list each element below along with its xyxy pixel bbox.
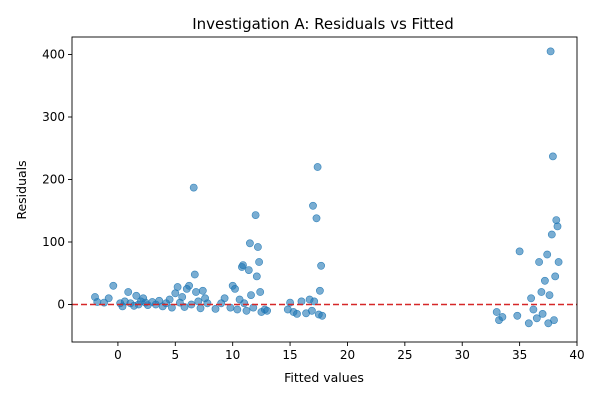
scatter-point [245, 239, 254, 248]
scatter-point [541, 276, 549, 285]
scatter-point [527, 294, 535, 303]
scatter-point [165, 295, 174, 304]
scatter-point [104, 294, 113, 303]
chart-title: Investigation A: Residuals vs Fitted [192, 15, 454, 33]
scatter-point [231, 284, 239, 293]
scatter-point [515, 247, 524, 256]
y-tick-label: 0 [57, 298, 65, 312]
scatter-point [315, 286, 324, 295]
scatter-point [538, 309, 547, 318]
scatter-point [549, 152, 557, 161]
scatter-point [492, 308, 501, 316]
scatter-point [190, 270, 199, 279]
x-tick-label: 35 [512, 348, 527, 362]
scatter-point [547, 230, 556, 239]
scatter-point [550, 316, 558, 324]
scatter-point [132, 291, 141, 300]
x-tick-label: 20 [340, 348, 355, 362]
y-axis-label: Residuals [14, 160, 29, 219]
plot-area [72, 47, 577, 328]
x-tick-label: 40 [569, 348, 584, 362]
x-tick-label: 10 [225, 348, 240, 362]
plot-frame [71, 36, 578, 343]
scatter-point [124, 288, 133, 296]
scatter-point [109, 281, 118, 290]
scatter-point [545, 291, 554, 299]
scatter-point [317, 261, 325, 270]
scatter-point [552, 216, 561, 224]
y-tick-label: 400 [42, 48, 65, 62]
scatter-point [220, 294, 229, 303]
scatter-point [192, 288, 200, 296]
scatter-point [529, 305, 538, 314]
scatter-point [252, 272, 261, 281]
x-tick-label: 0 [114, 348, 122, 362]
scatter-point [185, 281, 193, 290]
scatter-point [513, 311, 522, 320]
scatter-point [524, 319, 533, 328]
scatter-point [498, 313, 507, 321]
x-axis-label: Fitted values [284, 370, 364, 385]
scatter-point [307, 306, 316, 315]
scatter-point [211, 304, 220, 313]
scatter-point [240, 299, 249, 308]
scatter-point [247, 291, 255, 299]
scatter-point [310, 297, 319, 306]
x-tick-label: 25 [397, 348, 412, 362]
scatter-point [312, 214, 321, 223]
scatter-point [532, 314, 541, 323]
scatter-point [546, 47, 555, 56]
scatter-point [198, 286, 207, 295]
scatter-point [196, 304, 205, 313]
y-tick-label: 300 [42, 110, 65, 124]
scatter-point [244, 266, 253, 274]
scatter-point [256, 288, 265, 296]
scatter-point [233, 305, 242, 314]
scatter-point [178, 293, 187, 301]
scatter-point [554, 258, 563, 266]
x-tick-label: 30 [455, 348, 470, 362]
scatter-point [537, 288, 546, 296]
scatter-point [203, 299, 212, 308]
scatter-point [242, 306, 251, 315]
scatter-point [263, 306, 271, 315]
scatter-point [253, 243, 262, 251]
scatter-point [318, 311, 327, 320]
scatter-point [293, 309, 301, 318]
x-tick-label: 5 [171, 348, 179, 362]
scatter-point [543, 250, 552, 259]
scatter-point [239, 261, 247, 269]
scatter-point [173, 283, 182, 291]
scatter-point [155, 296, 164, 305]
scatter-point [189, 183, 198, 192]
y-tick-label: 100 [42, 235, 65, 249]
y-tick-label: 200 [42, 173, 65, 187]
scatter-point [553, 222, 562, 231]
scatter-point [535, 258, 543, 266]
scatter-point [255, 258, 263, 266]
scatter-point [551, 272, 560, 281]
scatter-point [251, 211, 260, 219]
x-tick-label: 15 [282, 348, 297, 362]
scatter-point [313, 163, 322, 171]
scatter-point [309, 201, 317, 210]
